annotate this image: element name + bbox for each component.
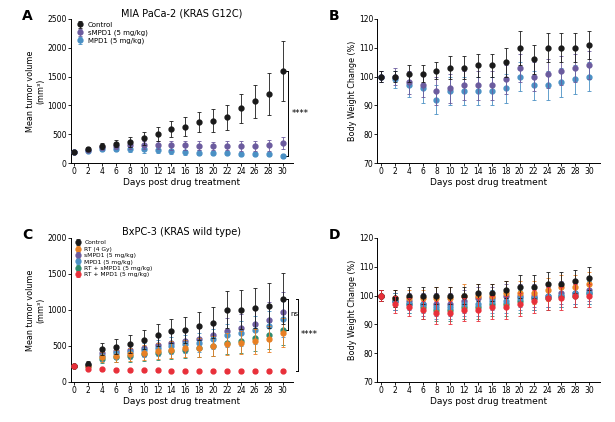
Title: BxPC-3 (KRAS wild type): BxPC-3 (KRAS wild type) — [122, 227, 241, 237]
Y-axis label: Mean tumor volume
(mm³): Mean tumor volume (mm³) — [26, 50, 45, 132]
Text: A: A — [22, 9, 33, 23]
Legend: Control, RT (4 Gy), sMPD1 (5 mg/kg), MPD1 (5 mg/kg), RT + sMPD1 (5 mg/kg), RT + : Control, RT (4 Gy), sMPD1 (5 mg/kg), MPD… — [73, 240, 153, 278]
X-axis label: Days post drug treatment: Days post drug treatment — [430, 397, 547, 406]
Y-axis label: Mean tumor volume
(mm³): Mean tumor volume (mm³) — [26, 269, 45, 351]
Text: ****: **** — [301, 330, 317, 339]
Y-axis label: Body Weight Change (%): Body Weight Change (%) — [347, 41, 357, 141]
Text: ****: **** — [292, 109, 309, 118]
Text: D: D — [328, 228, 340, 242]
Text: C: C — [22, 228, 32, 242]
X-axis label: Days post drug treatment: Days post drug treatment — [123, 397, 240, 406]
Text: ns: ns — [291, 311, 299, 317]
X-axis label: Days post drug treatment: Days post drug treatment — [430, 178, 547, 187]
Legend: Control, sMPD1 (5 mg/kg), MPD1 (5 mg/kg): Control, sMPD1 (5 mg/kg), MPD1 (5 mg/kg) — [73, 21, 149, 45]
Text: B: B — [328, 9, 339, 23]
Title: MIA PaCa-2 (KRAS G12C): MIA PaCa-2 (KRAS G12C) — [121, 8, 242, 18]
Y-axis label: Body Weight Change (%): Body Weight Change (%) — [347, 260, 357, 360]
X-axis label: Days post drug treatment: Days post drug treatment — [123, 178, 240, 187]
